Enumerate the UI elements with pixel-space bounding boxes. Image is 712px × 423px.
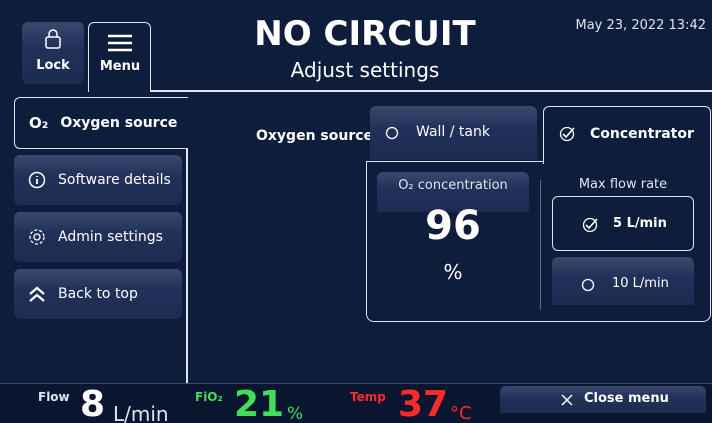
divider xyxy=(540,180,541,310)
flow-option[interactable]: 5 L/min xyxy=(552,196,694,251)
concentration-header: O₂ concentration xyxy=(377,172,529,212)
flow-option-label: 10 L/min xyxy=(612,276,669,291)
close-label: Close menu xyxy=(584,391,669,406)
title: NO CIRCUIT xyxy=(254,14,476,54)
fio2-label: FiO₂ xyxy=(195,390,223,404)
concentration-unit: % xyxy=(443,260,463,284)
menu-button[interactable]: Menu xyxy=(88,22,151,92)
concentration-value: 96 xyxy=(425,203,481,249)
sidebar-label: Back to top xyxy=(58,286,138,302)
close-icon xyxy=(561,394,573,406)
o2-icon: O₂ xyxy=(29,114,49,132)
gear-icon xyxy=(29,229,45,245)
option-label: Wall / tank xyxy=(416,124,490,140)
sidebar-item[interactable]: Back to top xyxy=(14,269,182,319)
datetime: May 23, 2022 13:42 xyxy=(575,18,707,33)
concentration-label: O₂ concentration xyxy=(398,178,508,193)
fio2-value: 21 xyxy=(234,384,285,423)
option-label: Concentrator xyxy=(590,126,694,142)
check-icon xyxy=(559,126,575,142)
concentrator-option[interactable]: Concentrator xyxy=(543,106,711,164)
info-icon xyxy=(28,171,46,189)
flow-value: 8 xyxy=(80,384,106,423)
flow-option-label: 5 L/min xyxy=(613,216,667,231)
radio-icon xyxy=(581,278,595,292)
header-line xyxy=(150,90,712,92)
main-border xyxy=(186,148,188,384)
sidebar-label: Software details xyxy=(58,172,171,188)
lock-label: Lock xyxy=(36,58,70,73)
flow-option[interactable]: 10 L/min xyxy=(552,257,694,305)
source-label: Oxygen source: xyxy=(256,128,379,144)
menu-label: Menu xyxy=(99,59,141,74)
wall-option[interactable]: Wall / tank xyxy=(370,106,537,160)
close-menu-button[interactable]: Close menu xyxy=(500,386,706,413)
menu-icon xyxy=(108,34,132,52)
sidebar-item[interactable]: Admin settings xyxy=(14,212,182,262)
flow-rate-label: Max flow rate xyxy=(578,177,668,192)
fio2-unit: % xyxy=(287,404,304,423)
lock-button[interactable]: Lock xyxy=(22,22,84,84)
up-icon xyxy=(29,286,45,302)
flow-unit: L/min xyxy=(113,402,169,423)
sidebar-item[interactable]: Software details xyxy=(14,155,182,205)
lock-icon xyxy=(45,29,61,49)
radio-icon xyxy=(385,126,399,140)
subtitle: Adjust settings xyxy=(290,58,440,82)
check-icon xyxy=(582,217,598,233)
temp-label: Temp xyxy=(350,390,386,404)
flow-label: Flow xyxy=(38,390,70,404)
temp-value: 37 xyxy=(398,384,449,423)
sidebar-item[interactable]: O₂ Oxygen source xyxy=(14,97,188,149)
sidebar-label: Oxygen source xyxy=(60,115,178,131)
sidebar-label: Admin settings xyxy=(58,229,163,245)
temp-unit: °C xyxy=(450,403,472,423)
